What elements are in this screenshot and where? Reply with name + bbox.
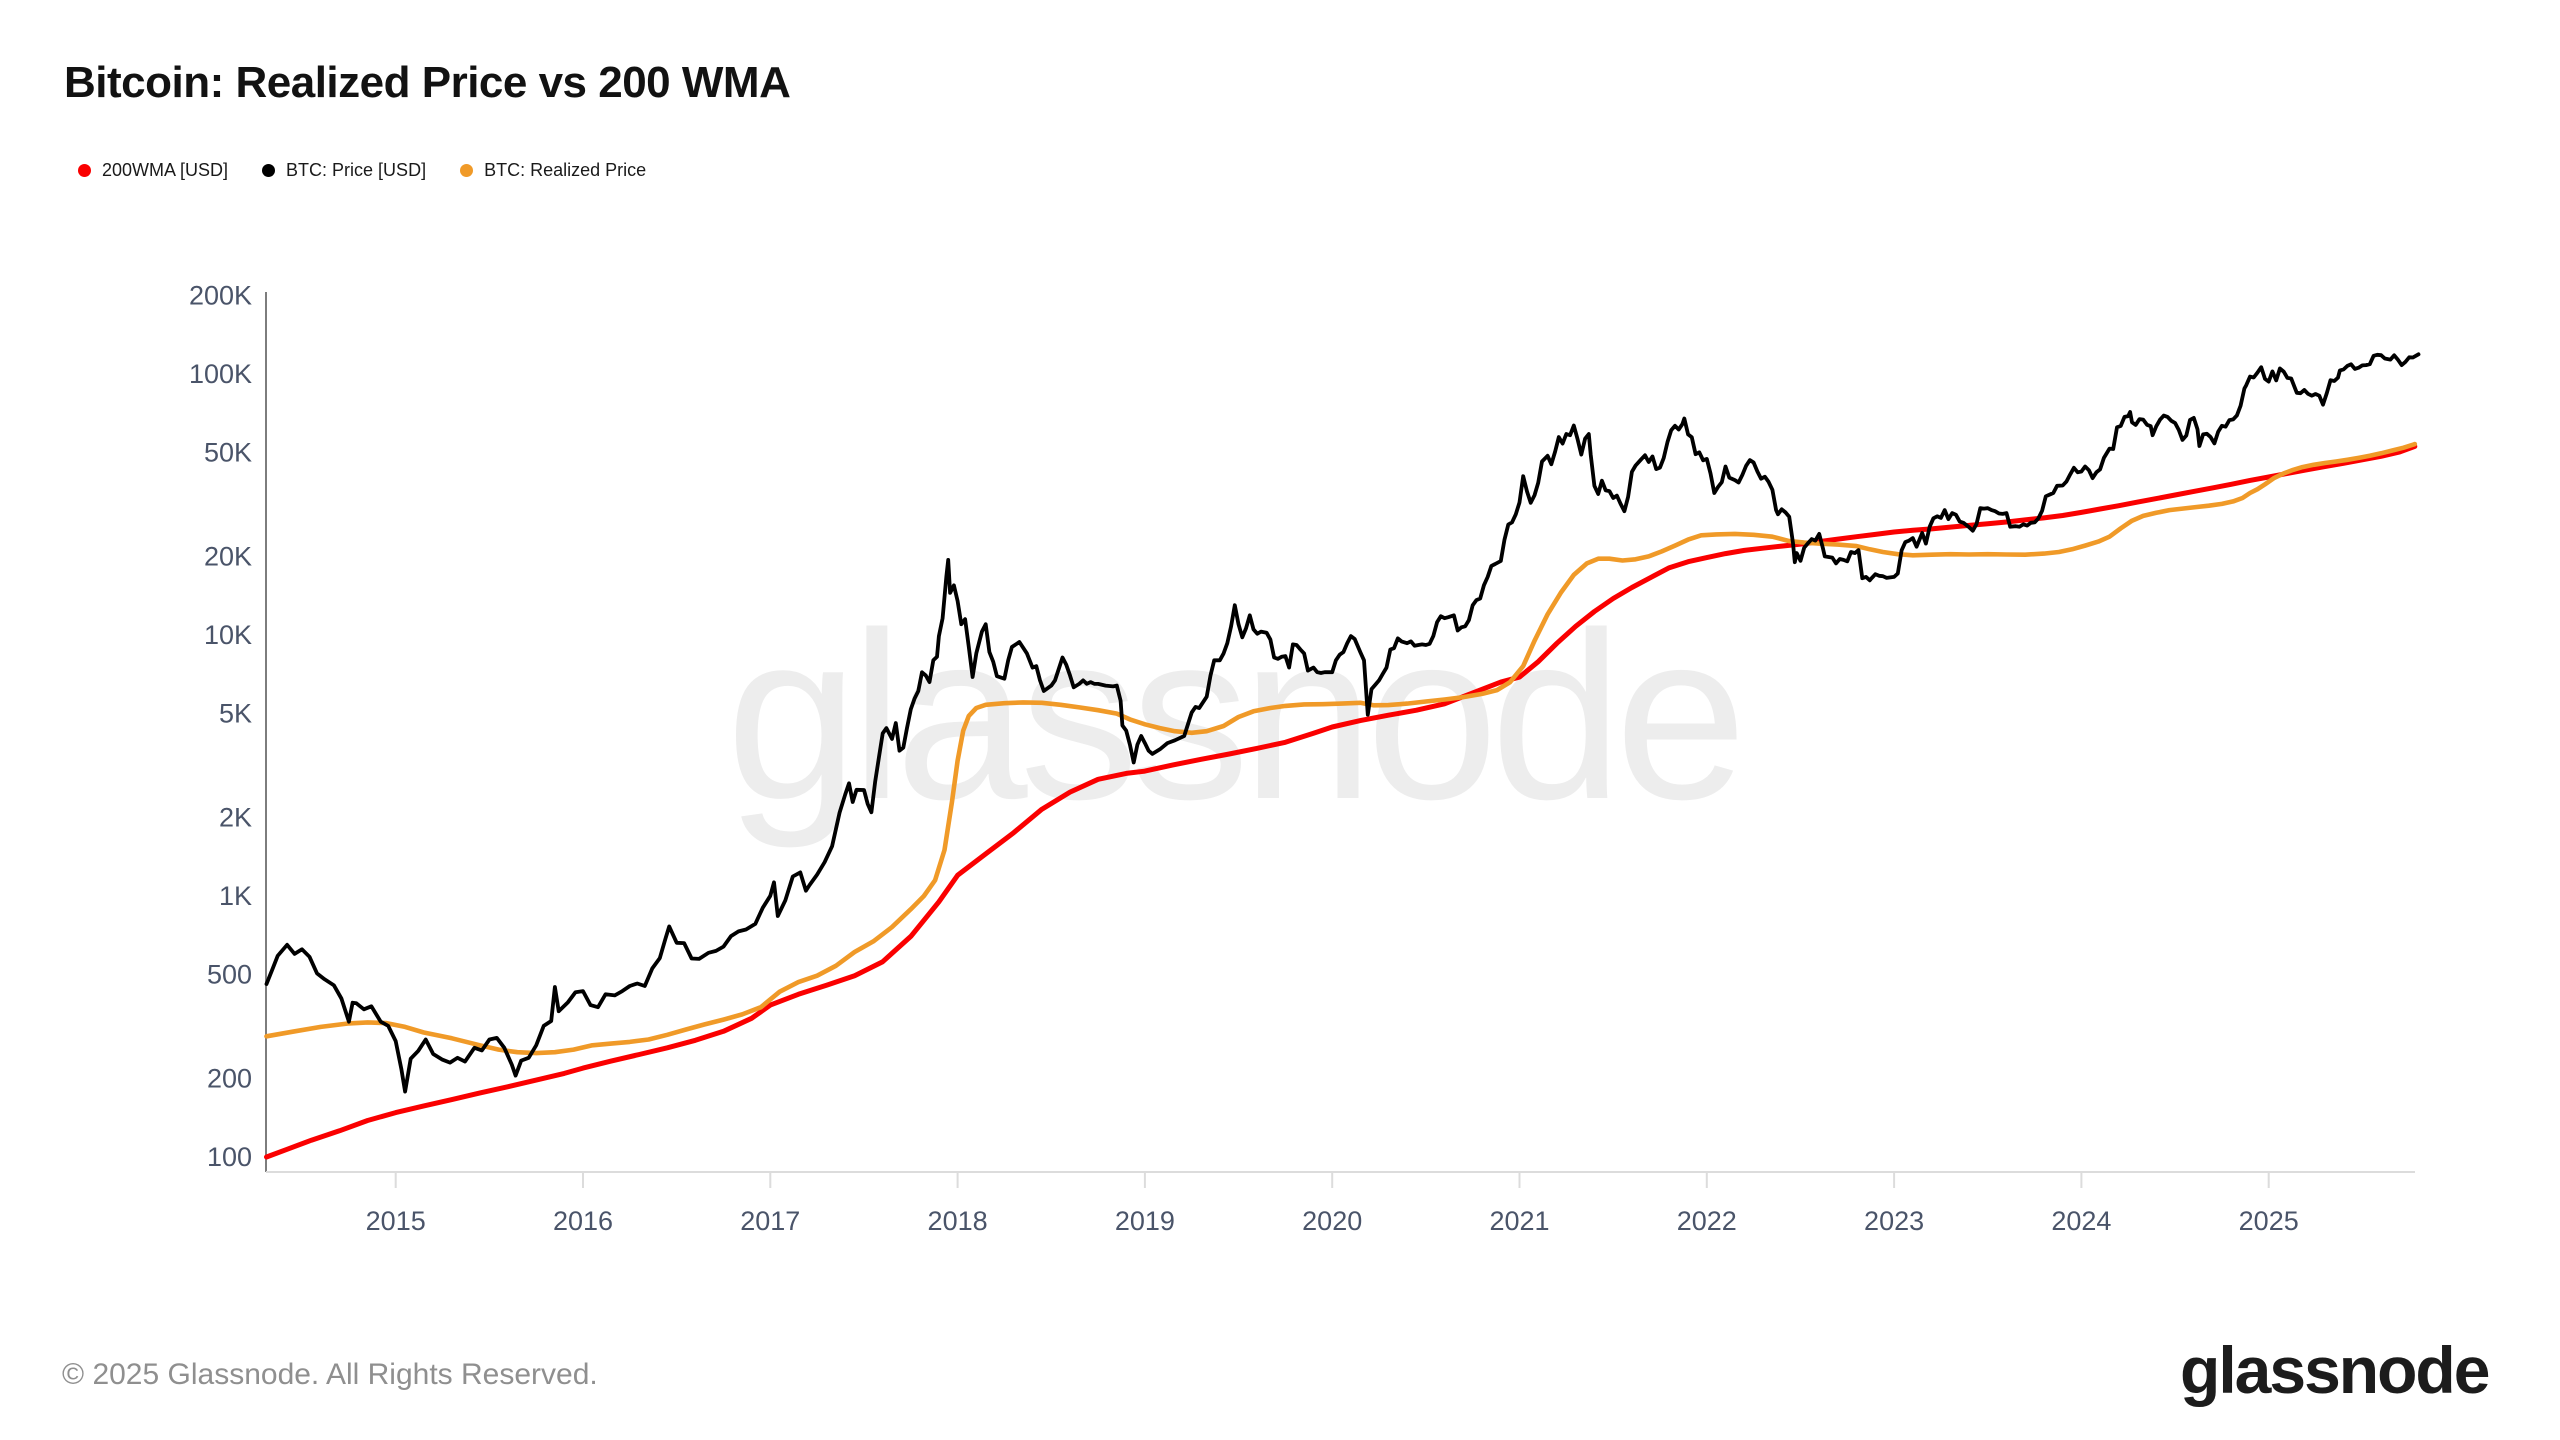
y-axis-tick-label: 2K [219, 802, 252, 832]
x-axis-tick-label: 2023 [1864, 1206, 1924, 1236]
legend-dot-red-icon [78, 164, 91, 177]
chart-legend: 200WMA [USD] BTC: Price [USD] BTC: Reali… [78, 160, 646, 181]
btc-price-line [264, 352, 2421, 1094]
x-axis-tick-label: 2021 [1489, 1206, 1549, 1236]
y-axis-tick-label: 100K [189, 359, 252, 389]
x-axis-tick-label: 2017 [740, 1206, 800, 1236]
glassnode-logo: glassnode [2180, 1333, 2490, 1407]
y-axis-tick-label: 200 [207, 1063, 252, 1093]
x-axis-tick-label: 2025 [2239, 1206, 2299, 1236]
x-axis-tick-label: 2015 [366, 1206, 426, 1236]
y-axis-tick-label: 50K [204, 438, 252, 468]
x-axis-tick-label: 2016 [553, 1206, 613, 1236]
page-title: Bitcoin: Realized Price vs 200 WMA [64, 58, 791, 107]
y-axis-tick-label: 5K [219, 699, 252, 729]
legend-item-realized-price[interactable]: BTC: Realized Price [460, 160, 646, 181]
y-axis-tick-label: 200K [189, 280, 252, 310]
legend-label-btc-price: BTC: Price [USD] [286, 160, 427, 180]
y-axis-tick-label: 10K [204, 620, 252, 650]
x-axis-tick-label: 2019 [1115, 1206, 1175, 1236]
y-axis-tick-label: 500 [207, 960, 252, 990]
wma-200-line [264, 443, 2418, 1160]
y-axis-tick-label: 1K [219, 881, 252, 911]
legend-item-btc-price[interactable]: BTC: Price [USD] [262, 160, 426, 181]
x-axis-tick-label: 2020 [1302, 1206, 1362, 1236]
y-axis-tick-label: 100 [207, 1142, 252, 1172]
y-axis-tick-label: 20K [204, 541, 252, 571]
legend-dot-black-icon [262, 164, 276, 177]
x-axis-tick-label: 2022 [1677, 1206, 1737, 1236]
x-axis-tick-label: 2024 [2051, 1206, 2111, 1236]
legend-label-200wma: 200WMA [USD] [102, 160, 229, 180]
realized-price-line [264, 441, 2418, 1056]
legend-label-realized-price: BTC: Realized Price [484, 160, 647, 180]
x-axis-tick-label: 2018 [928, 1206, 988, 1236]
legend-item-200wma[interactable]: 200WMA [USD] [78, 160, 228, 181]
copyright-text: © 2025 Glassnode. All Rights Reserved. [62, 1358, 598, 1391]
legend-dot-orange-icon [460, 164, 474, 177]
